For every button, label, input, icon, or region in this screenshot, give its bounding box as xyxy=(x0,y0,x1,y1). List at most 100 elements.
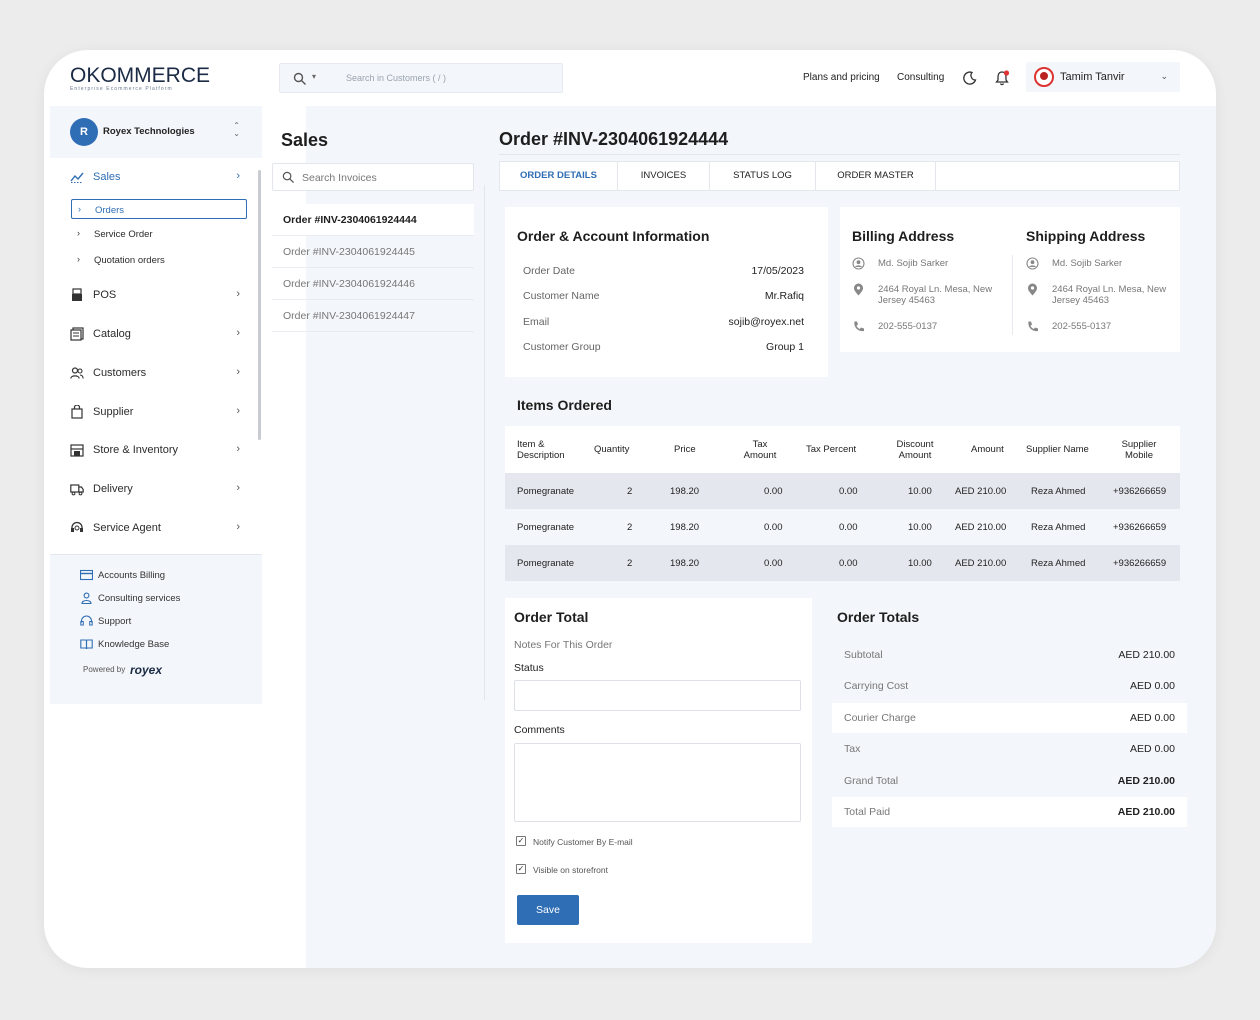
chevron-right-icon: › xyxy=(236,170,240,182)
column-divider xyxy=(484,185,485,700)
items-title: Items Ordered xyxy=(517,397,612,413)
sidebar-item-sales[interactable]: Sales › xyxy=(70,168,240,188)
billing-address-line: 2464 Royal Ln. Mesa, New Jersey 45463 xyxy=(852,283,1007,307)
comments-textarea[interactable] xyxy=(514,743,801,822)
shipping-name-line: Md. Sojib Sarker xyxy=(1026,257,1176,270)
chevron-right-icon: › xyxy=(236,443,240,455)
carrying-cost-row: Carrying Cost AED 0.00 xyxy=(832,671,1187,701)
notification-bell-icon[interactable] xyxy=(994,70,1010,86)
title-divider xyxy=(499,154,1180,155)
powered-by-label: Powered by xyxy=(83,665,126,674)
sidebar-item-store-inventory[interactable]: Store & Inventory › xyxy=(70,441,240,461)
chevron-down-icon[interactable]: ▾ xyxy=(312,72,317,81)
sidebar-item-pos[interactable]: POS › xyxy=(70,286,240,306)
tab-invoices[interactable]: INVOICES xyxy=(618,162,710,190)
phone-icon xyxy=(1028,321,1038,332)
chevron-updown-icon: ⌃ ⌄ xyxy=(233,121,240,138)
footer-link-label: Consulting services xyxy=(98,593,181,604)
sidebar-item-service-agent[interactable]: Service Agent › xyxy=(70,519,240,539)
catalog-icon xyxy=(70,327,84,341)
chevron-down-icon: ⌄ xyxy=(1160,71,1168,81)
visible-checkbox[interactable]: ✓ Visible on storefront xyxy=(516,864,716,876)
table-cell: 0.00 xyxy=(764,486,783,497)
email-row: Email sojib@royex.net xyxy=(523,316,804,330)
order-total-card: Order Total Notes For This Order Status … xyxy=(505,598,812,943)
chevron-right-icon: › xyxy=(236,521,240,533)
shipping-title: Shipping Address xyxy=(1026,228,1146,244)
dark-mode-moon-icon[interactable] xyxy=(962,70,978,86)
org-avatar: R xyxy=(70,118,98,146)
column-header: Item & Description xyxy=(517,439,565,461)
tab-order-details[interactable]: ORDER DETAILS xyxy=(500,162,618,190)
sidebar-item-label: Customers xyxy=(93,367,147,379)
table-cell: 198.20 xyxy=(670,486,700,497)
org-switcher[interactable]: R Royex Technologies ⌃ ⌄ xyxy=(50,106,262,158)
sidebar-item-supplier[interactable]: Supplier › xyxy=(70,403,240,423)
order-list-item[interactable]: Order #INV-2304061924446 xyxy=(272,268,474,300)
sidebar-item-customers[interactable]: Customers › xyxy=(70,364,240,384)
sidebar-sub-service-order[interactable]: › Service Order xyxy=(71,224,247,244)
table-row[interactable]: Pomegranate 2 198.20 0.00 0.00 10.00 AED… xyxy=(505,473,1180,509)
sidebar-sub-quotation-orders[interactable]: › Quotation orders xyxy=(71,250,247,270)
order-list-item[interactable]: Order #INV-2304061924447 xyxy=(272,300,474,332)
totals-label: Total Paid xyxy=(844,806,891,818)
plans-pricing-link[interactable]: Plans and pricing xyxy=(803,72,880,83)
order-date-row: Order Date 17/05/2023 xyxy=(523,265,804,279)
column-header: Supplier Mobile xyxy=(1121,439,1157,461)
invoice-search-placeholder: Search Invoices xyxy=(302,172,377,184)
sidebar-item-catalog[interactable]: Catalog › xyxy=(70,325,240,345)
invoice-search-input[interactable]: Search Invoices xyxy=(272,163,474,191)
save-button[interactable]: Save xyxy=(517,895,579,925)
book-icon xyxy=(80,639,93,650)
sidebar-sub-orders[interactable]: › Orders xyxy=(71,199,247,219)
column-header: Tax Amount xyxy=(743,439,777,461)
credit-card-icon xyxy=(80,569,93,581)
totals-label: Courier Charge xyxy=(844,712,916,724)
notify-label: Notify Customer By E-mail xyxy=(533,837,633,847)
order-list-item[interactable]: Order #INV-2304061924444 xyxy=(272,204,474,236)
address-card: Billing Address Md. Sojib Sarker 2464 Ro… xyxy=(840,207,1180,352)
sidebar-item-label: Delivery xyxy=(93,483,133,495)
shipping-phone-line: 202-555-0137 xyxy=(1026,320,1176,333)
chevron-right-icon: › xyxy=(236,327,240,339)
order-list-label: Order #INV-2304061924444 xyxy=(283,214,417,226)
notify-checkbox[interactable]: ✓ Notify Customer By E-mail xyxy=(516,836,716,848)
sidebar-scrollbar[interactable] xyxy=(258,170,261,440)
order-title: Order #INV-2304061924444 xyxy=(499,129,729,149)
status-input[interactable] xyxy=(514,680,801,711)
billing-phone: 202-555-0137 xyxy=(878,321,938,332)
order-list-item[interactable]: Order #INV-2304061924445 xyxy=(272,236,474,268)
table-cell: 0.00 xyxy=(839,486,858,497)
subtotal-row: Subtotal AED 210.00 xyxy=(832,640,1187,670)
chevron-right-icon: › xyxy=(236,405,240,417)
user-icon xyxy=(81,592,92,604)
total-paid-row: Total Paid AED 210.00 xyxy=(832,797,1187,827)
account-card-title: Order & Account Information xyxy=(517,228,710,244)
kv-label: Order Date xyxy=(523,265,575,277)
table-cell: 0.00 xyxy=(839,558,858,569)
order-tabs: ORDER DETAILS INVOICES STATUS LOG ORDER … xyxy=(499,161,1180,191)
footer-link-label: Support xyxy=(98,616,132,627)
notes-label: Notes For This Order xyxy=(514,639,613,651)
table-row[interactable]: Pomegranate 2 198.20 0.00 0.00 10.00 AED… xyxy=(505,509,1180,545)
brand-logo[interactable]: OKOMMERCE Enterprise Ecommerce Platform xyxy=(70,64,210,94)
sales-chart-icon xyxy=(70,172,84,183)
order-totals-title: Order Totals xyxy=(837,609,920,625)
location-pin-icon xyxy=(1028,283,1037,296)
table-cell: 198.20 xyxy=(670,558,700,569)
table-row[interactable]: Pomegranate 2 198.20 0.00 0.00 10.00 AED… xyxy=(505,545,1180,581)
order-list-label: Order #INV-2304061924446 xyxy=(283,278,415,290)
tab-status-log[interactable]: STATUS LOG xyxy=(710,162,816,190)
chevron-right-icon: › xyxy=(236,288,240,300)
table-cell: +936266659 xyxy=(1113,486,1167,497)
store-icon xyxy=(70,444,84,457)
royex-logo[interactable]: royex xyxy=(130,663,163,677)
tab-order-master[interactable]: ORDER MASTER xyxy=(816,162,936,190)
sidebar-item-delivery[interactable]: Delivery › xyxy=(70,480,240,500)
customer-search[interactable]: ▾ Search in Customers ( / ) xyxy=(279,63,563,93)
user-name: Tamim Tanvir xyxy=(1060,71,1125,83)
table-cell: 2 xyxy=(627,558,633,569)
chevron-right-icon: › xyxy=(77,228,80,238)
user-menu[interactable]: Tamim Tanvir ⌄ xyxy=(1026,62,1180,92)
consulting-link[interactable]: Consulting xyxy=(897,72,945,83)
